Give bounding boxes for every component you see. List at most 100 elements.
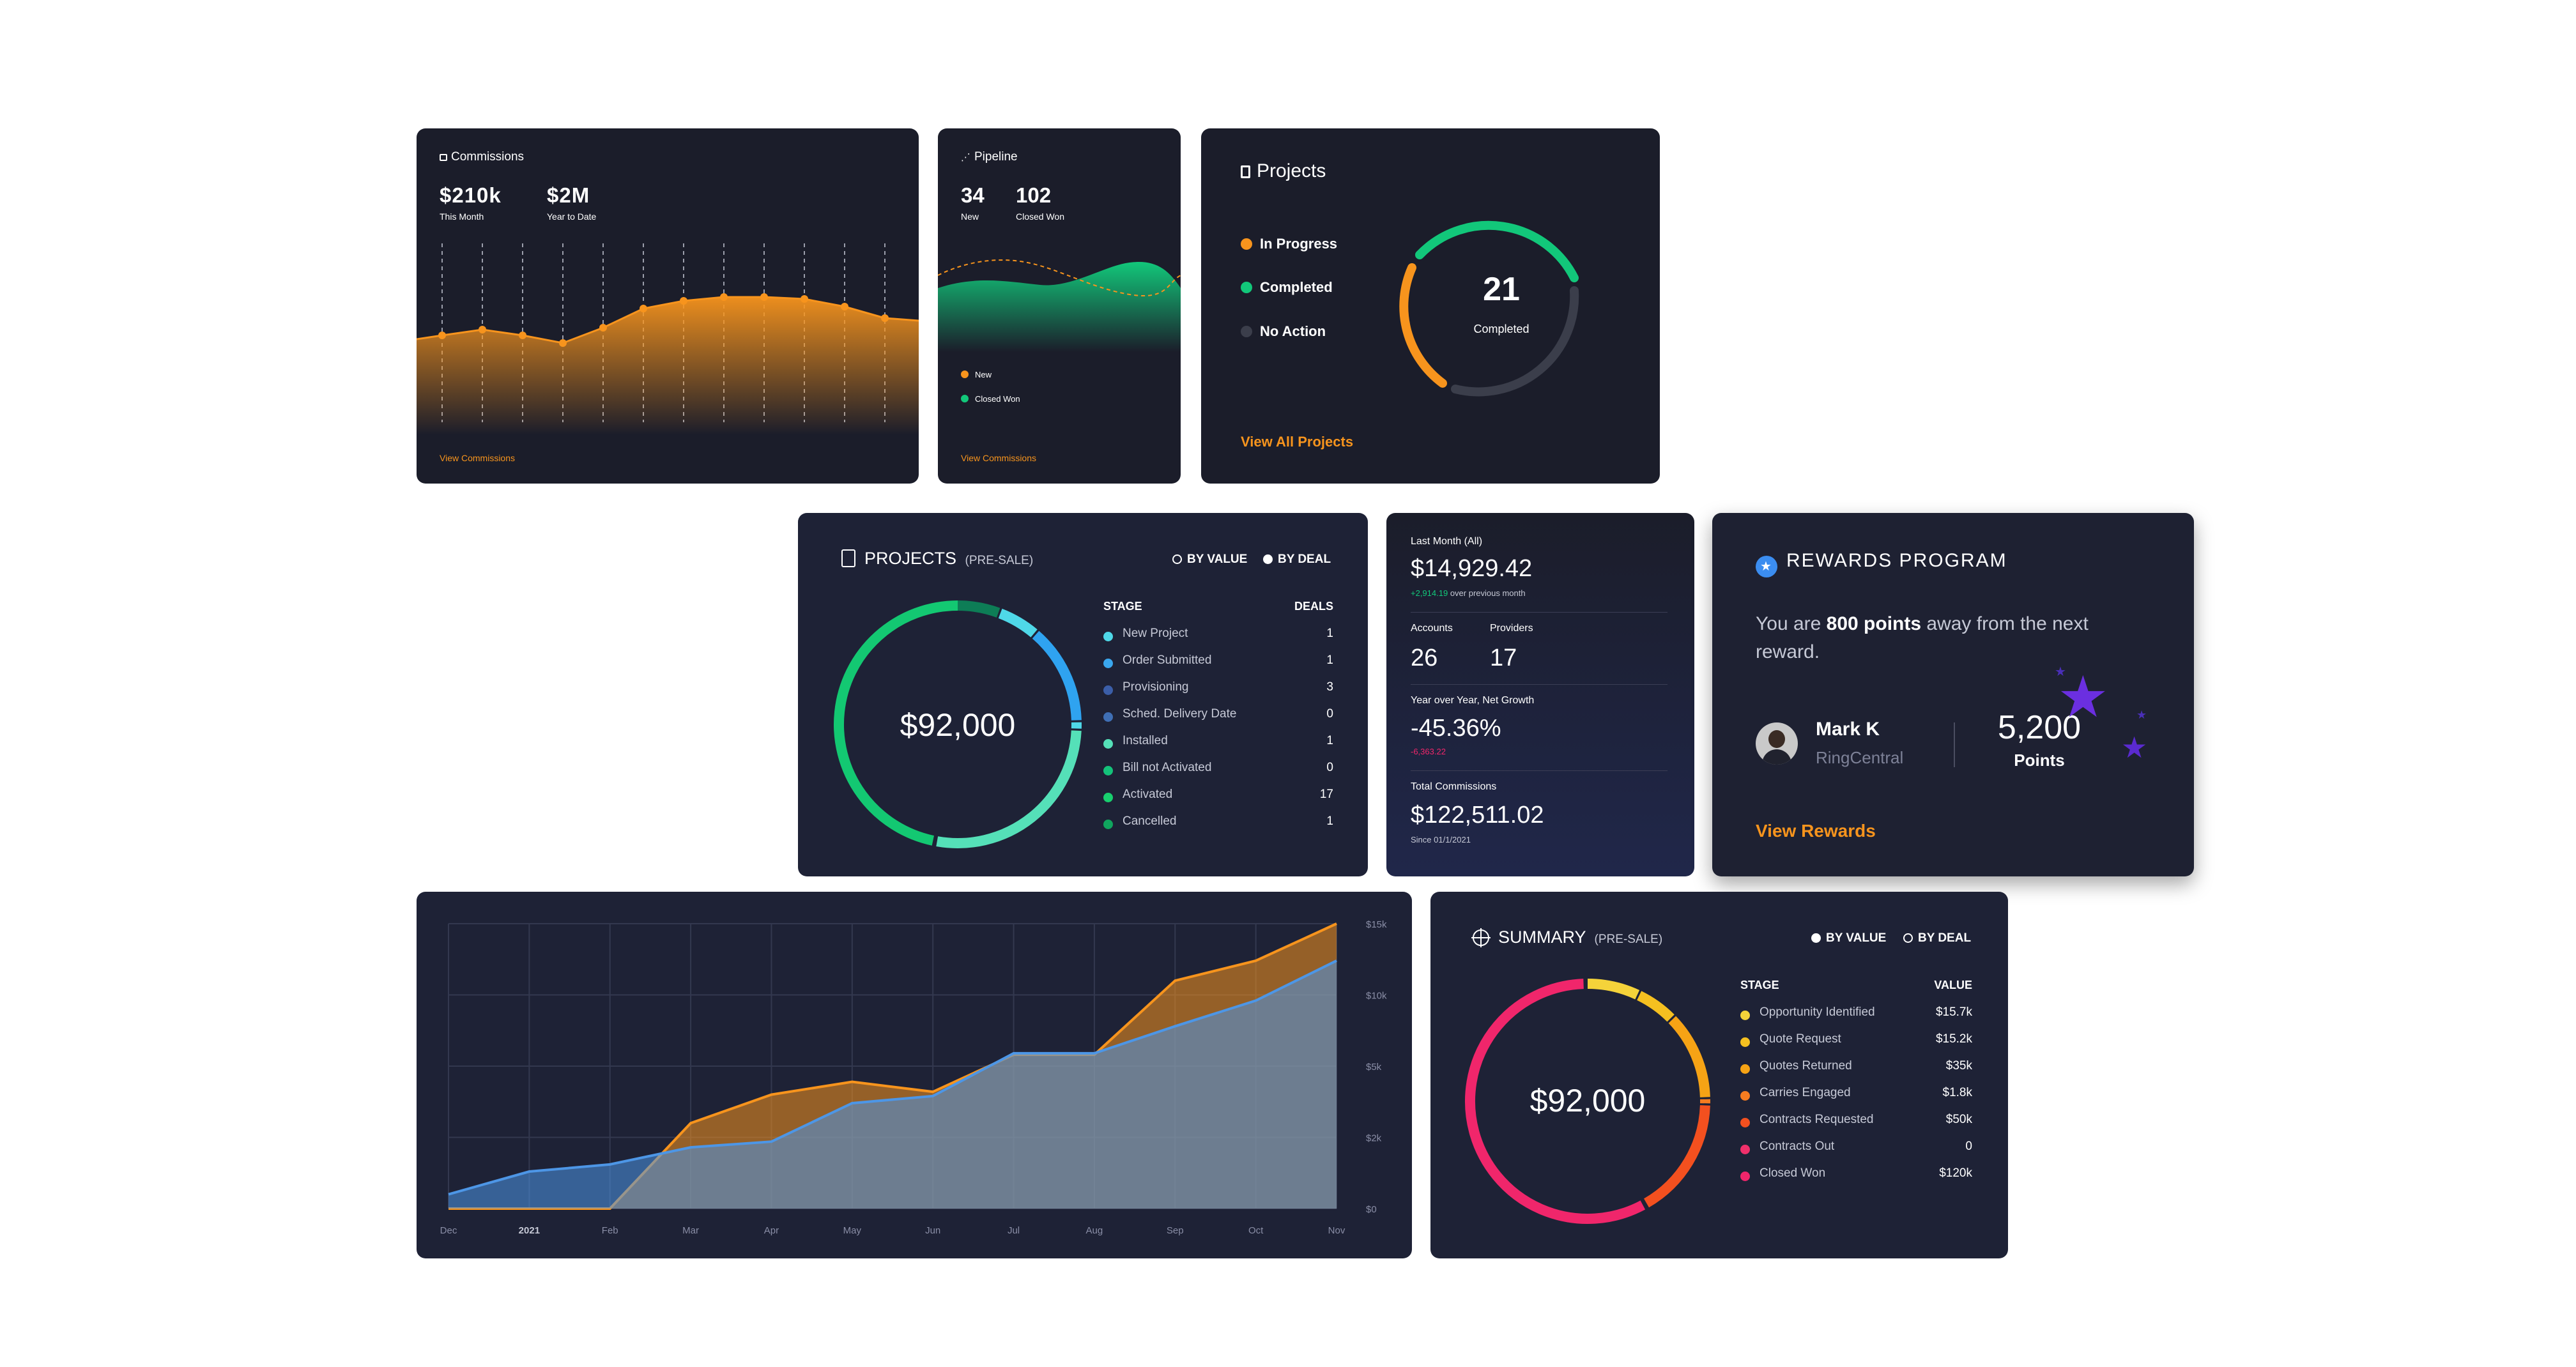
closed-won-area <box>938 262 1181 352</box>
toggle-by-value[interactable]: BY VALUE <box>1172 553 1247 567</box>
pipeline-title: Pipeline <box>974 150 1018 164</box>
stage-row: Quote Request $15.2k <box>1740 1032 1972 1053</box>
x-tick-label: Apr <box>764 1225 779 1236</box>
radio-checked-icon <box>1811 933 1821 943</box>
stage-value: $120k <box>1939 1166 1972 1180</box>
rewards-header: ★ REWARDS PROGRAM <box>1756 550 2007 577</box>
view-commissions-link[interactable]: View Commissions <box>440 453 515 463</box>
stage-label: Bill not Activated <box>1123 761 1212 774</box>
toggle-by-deal[interactable]: BY DEAL <box>1263 553 1331 567</box>
view-rewards-link[interactable]: View Rewards <box>1756 821 1876 841</box>
accounts-label: Accounts <box>1411 623 1453 634</box>
stage-dot <box>1103 739 1113 749</box>
col-deals: DEALS <box>1294 600 1333 613</box>
stage-label: Closed Won <box>1759 1166 1826 1180</box>
donut-segment <box>1587 979 1640 1000</box>
donut-segment <box>998 608 1038 638</box>
summary-center-value: $92,000 <box>1529 1083 1646 1119</box>
commission-point <box>841 303 848 310</box>
points-label: Points <box>2014 751 2065 770</box>
star-small-icon: ★ <box>2121 731 2148 764</box>
legend-no-action: No Action <box>1241 323 1326 340</box>
stats-card: Last Month (All) $14,929.42 +2,914.19 ov… <box>1386 513 1694 876</box>
donut-segment <box>1465 979 1646 1224</box>
presale-center-value: $92,000 <box>900 707 1016 743</box>
stage-row: Contracts Requested $50k <box>1740 1113 1972 1133</box>
summary-donut <box>1465 979 1710 1224</box>
stage-dot <box>1740 1172 1750 1181</box>
stage-dot <box>1103 820 1113 829</box>
stage-dot <box>1740 1118 1750 1127</box>
view-all-projects-link[interactable]: View All Projects <box>1241 434 1354 450</box>
growth-value: -45.36% <box>1411 715 1501 742</box>
growth-label: Year over Year, Net Growth <box>1411 695 1535 706</box>
commission-point <box>559 339 567 347</box>
commission-point <box>640 305 647 312</box>
commission-point <box>720 293 728 301</box>
pipeline-view-commissions-link[interactable]: View Commissions <box>961 453 1036 463</box>
stage-value: 1 <box>1326 627 1333 640</box>
series-area-blue <box>448 960 1337 1209</box>
stage-dot <box>1103 793 1113 802</box>
presale-title: PROJECTS <box>864 549 957 568</box>
rewards-title: REWARDS PROGRAM <box>1786 550 2007 571</box>
x-tick-label: 2021 <box>519 1225 540 1236</box>
projects-donut <box>1399 220 1579 397</box>
donut-segment <box>1668 1016 1710 1097</box>
star-badge-icon: ★ <box>1756 556 1777 577</box>
stage-label: Contracts Out <box>1759 1140 1835 1153</box>
stage-row: Cancelled 1 <box>1103 814 1333 835</box>
points-value: 5,200 <box>1997 709 2082 746</box>
commissions-title: Commissions <box>451 150 525 164</box>
stage-dot <box>1103 766 1113 775</box>
x-tick-label: May <box>843 1225 862 1236</box>
radio-unchecked-icon <box>1172 554 1182 564</box>
clipboard-icon <box>1241 165 1250 178</box>
stage-dot <box>1103 685 1113 695</box>
commission-point <box>479 326 486 333</box>
col-value: VALUE <box>1934 979 1972 991</box>
providers-value: 17 <box>1490 645 1517 671</box>
summary-toggle-by-value[interactable]: BY VALUE <box>1811 931 1886 945</box>
y-tick-label: $10k <box>1366 991 1387 1002</box>
col-stage: STAGE <box>1740 979 1779 991</box>
commission-point <box>680 297 687 305</box>
stage-row: Opportunity Identified $15.7k <box>1740 1005 1972 1026</box>
total-label: Total Commissions <box>1411 781 1497 792</box>
x-tick-label: Jul <box>1008 1225 1020 1236</box>
pipeline-won-value: 102 <box>1016 183 1052 207</box>
stage-value: 1 <box>1326 653 1333 667</box>
presale-donut <box>834 600 1082 848</box>
stage-dot <box>1103 632 1113 641</box>
commissions-chart <box>417 243 919 435</box>
stage-row: Contracts Out 0 <box>1740 1140 1972 1160</box>
projects-center-label: Completed <box>1473 323 1529 335</box>
donut-segment <box>1643 1105 1710 1208</box>
summary-title: SUMMARY <box>1498 928 1586 947</box>
commission-point <box>599 324 607 332</box>
stage-label: New Project <box>1123 627 1188 640</box>
area-chart: $15k $10k $5k $2k $0 Dec 2021 Feb Mar Apr May Jun Ju… <box>440 919 1387 1236</box>
stage-row: Installed 1 <box>1103 734 1333 754</box>
commission-point <box>438 332 446 339</box>
summary-toggle-by-deal[interactable]: BY DEAL <box>1903 931 1971 945</box>
legend-closed-won: Closed Won <box>961 394 1020 404</box>
stage-value: 3 <box>1326 680 1333 694</box>
new-line <box>938 259 1181 296</box>
x-tick-label: Dec <box>440 1225 457 1236</box>
summary-header: SUMMARY (PRE-SALE) <box>1471 928 1662 947</box>
stage-row: Carries Engaged $1.8k <box>1740 1086 1972 1106</box>
stage-value: $50k <box>1945 1113 1972 1126</box>
stage-row: Provisioning 3 <box>1103 680 1333 701</box>
stage-value: 0 <box>1326 761 1333 774</box>
donut-segment <box>1637 991 1675 1022</box>
pipeline-won-label: Closed Won <box>1016 211 1065 222</box>
commission-point <box>760 293 768 301</box>
presale-header: PROJECTS (PRE-SALE) <box>841 549 1033 569</box>
stage-dot <box>1740 1091 1750 1101</box>
stage-value: $1.8k <box>1942 1086 1972 1099</box>
radio-checked-icon <box>1263 554 1273 564</box>
this-month-label: This Month <box>440 211 484 222</box>
donut-segment <box>834 600 958 846</box>
x-tick-label: Feb <box>602 1225 618 1236</box>
